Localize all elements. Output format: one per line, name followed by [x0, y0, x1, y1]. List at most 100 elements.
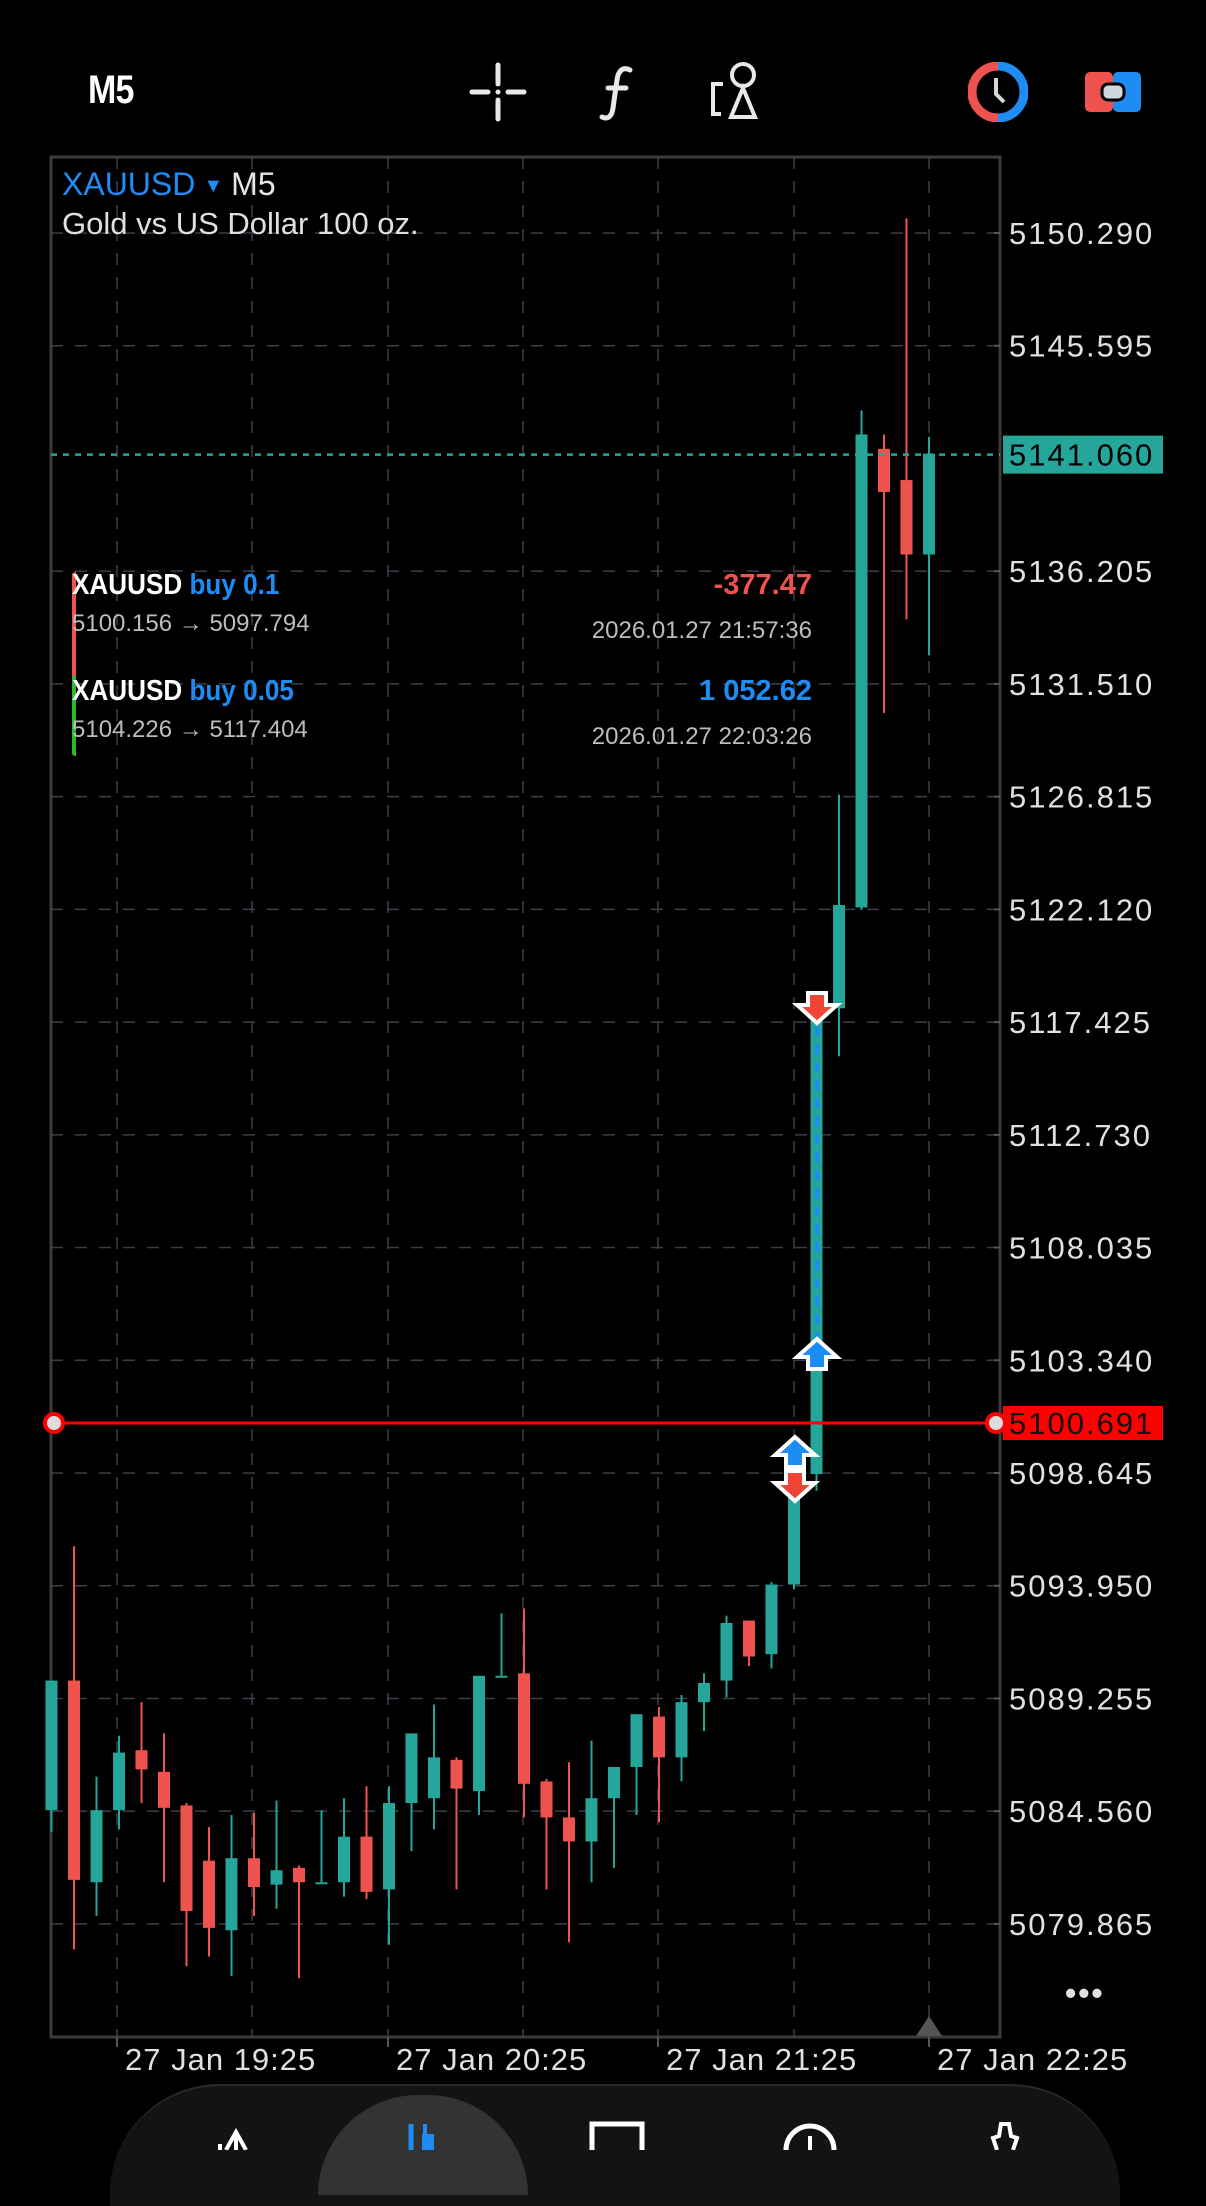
buy-arrow-icon[interactable]: [769, 1434, 821, 1469]
clock-trading-icon[interactable]: [967, 61, 1029, 123]
trade-pnl: 1 052.62: [699, 675, 812, 707]
time-axis-label: 27 Jan 20:25: [396, 2042, 587, 2077]
price-axis-label: 5098.645: [1009, 1456, 1154, 1491]
function-icon[interactable]: [588, 62, 648, 122]
candle: [315, 1810, 328, 1885]
candle: [900, 218, 913, 620]
candle: [653, 1706, 665, 1823]
time-axis-label: 27 Jan 21:25: [666, 2042, 857, 2077]
price-axis-label: 5093.950: [1009, 1569, 1154, 1604]
candle: [540, 1779, 553, 1890]
candle: [585, 1740, 598, 1883]
price-axis-label: 5145.595: [1009, 329, 1154, 364]
candle: [450, 1757, 463, 1890]
price-axis-label: 5103.340: [1009, 1343, 1154, 1378]
candle: [45, 1680, 58, 1832]
candle: [293, 1865, 305, 1979]
candle: [495, 1613, 508, 1678]
trade-route: 5104.226 → 5117.404: [72, 716, 308, 743]
price-chart[interactable]: 5150.290 5145.595 5136.205 5131.510 5126.815…: [0, 0, 1206, 2144]
price-axis-label: 5131.510: [1009, 667, 1154, 702]
sell-arrow-icon[interactable]: [791, 991, 843, 1026]
candle: [833, 794, 845, 1057]
candle: [675, 1694, 688, 1782]
nav-trade[interactable]: [588, 2120, 648, 2150]
trade-symbol: XAUUSD: [72, 675, 183, 707]
toggle-trade-icon[interactable]: [1083, 62, 1143, 122]
symbol-description: Gold vs US Dollar 100 oz.: [62, 206, 419, 241]
symbol-header[interactable]: XAUUSD ▼ M5: [62, 166, 276, 203]
candle: [765, 1582, 778, 1669]
candle: [383, 1786, 395, 1945]
candle: [248, 1812, 260, 1916]
nav-history[interactable]: [780, 2120, 840, 2177]
candle: [473, 1675, 485, 1816]
position-line-handle[interactable]: [985, 1412, 1007, 1434]
buy-arrow-icon[interactable]: [791, 1336, 843, 1371]
trade-indicator-bar: [72, 676, 76, 756]
symbol-name[interactable]: XAUUSD: [62, 166, 196, 202]
nav-quotes[interactable]: [206, 2120, 266, 2151]
position-line-handle[interactable]: [43, 1412, 65, 1434]
candle: [180, 1803, 193, 1967]
candle: [518, 1608, 530, 1818]
price-axis-label: 5126.815: [1009, 780, 1154, 815]
candle: [405, 1733, 418, 1852]
trade-time: 2026.01.27 22:03:26: [591, 723, 812, 750]
trade-icon: [589, 2121, 645, 2150]
top-toolbar: M5: [0, 0, 1206, 155]
candle: [225, 1815, 238, 1976]
trade-symbol: XAUUSD: [72, 569, 183, 601]
candle: [630, 1714, 643, 1816]
price-axis-label: 5117.425: [1009, 1005, 1152, 1040]
candle: [855, 410, 868, 910]
trade-pnl: -377.47: [713, 569, 812, 601]
price-axis-label: 5108.035: [1009, 1231, 1154, 1266]
candle: [68, 1546, 80, 1950]
time-axis-label: 27 Jan 22:25: [937, 2042, 1128, 2077]
crosshair-icon[interactable]: [468, 62, 528, 122]
objects-icon[interactable]: [703, 62, 763, 122]
candle: [135, 1702, 148, 1804]
candle: [788, 1488, 800, 1590]
candle: [878, 434, 890, 713]
candle: [608, 1766, 620, 1868]
trade-route: 5100.156 → 5097.794: [72, 610, 310, 637]
candle: [743, 1620, 755, 1667]
trade-item[interactable]: XAUUSD buy 0.05 1 052.62 5104.226 → 5117…: [72, 675, 812, 750]
candle: [360, 1786, 373, 1900]
timeframe-button[interactable]: M5: [88, 68, 134, 112]
settings-icon: [990, 2122, 1020, 2151]
trade-time: 2026.01.27 21:57:36: [591, 617, 812, 644]
position-price-badge: [1003, 1406, 1163, 1440]
chart-icon: [408, 2124, 434, 2150]
current-price-label: 5141.060: [1009, 438, 1154, 473]
dropdown-triangle-icon[interactable]: ▼: [203, 175, 224, 197]
candle: [428, 1704, 440, 1830]
candle: [923, 436, 935, 656]
scroll-end-marker-icon[interactable]: [916, 2016, 942, 2036]
more-options-icon[interactable]: •••: [1065, 1975, 1105, 2011]
price-axis-label: 5136.205: [1009, 554, 1154, 589]
trade-side: buy 0.1: [189, 569, 280, 601]
candle: [720, 1615, 733, 1698]
price-axis-label: 5084.560: [1009, 1794, 1154, 1829]
price-axis-label: 5122.120: [1009, 892, 1154, 927]
history-icon: [783, 2123, 837, 2177]
time-axis-label: 27 Jan 19:25: [125, 2042, 316, 2077]
sell-arrow-icon[interactable]: [769, 1469, 821, 1504]
quotes-icon: [218, 2127, 248, 2151]
nav-settings[interactable]: [975, 2120, 1035, 2151]
position-price-label: 5100.691: [1009, 1406, 1154, 1441]
trade-item[interactable]: XAUUSD buy 0.1 -377.47 5100.156 → 5097.7…: [72, 569, 812, 644]
nav-chart[interactable]: [393, 2120, 453, 2150]
current-price-badge: [1003, 435, 1163, 474]
trade-side: buy 0.05: [189, 675, 294, 707]
candle: [563, 1762, 575, 1943]
candle: [698, 1673, 710, 1731]
trade-indicator-bar: [72, 572, 76, 676]
price-axis-label: 5089.255: [1009, 1681, 1154, 1716]
candle: [113, 1735, 125, 1830]
symbol-period: M5: [231, 166, 276, 202]
price-axis-label: 5079.865: [1009, 1907, 1154, 1942]
